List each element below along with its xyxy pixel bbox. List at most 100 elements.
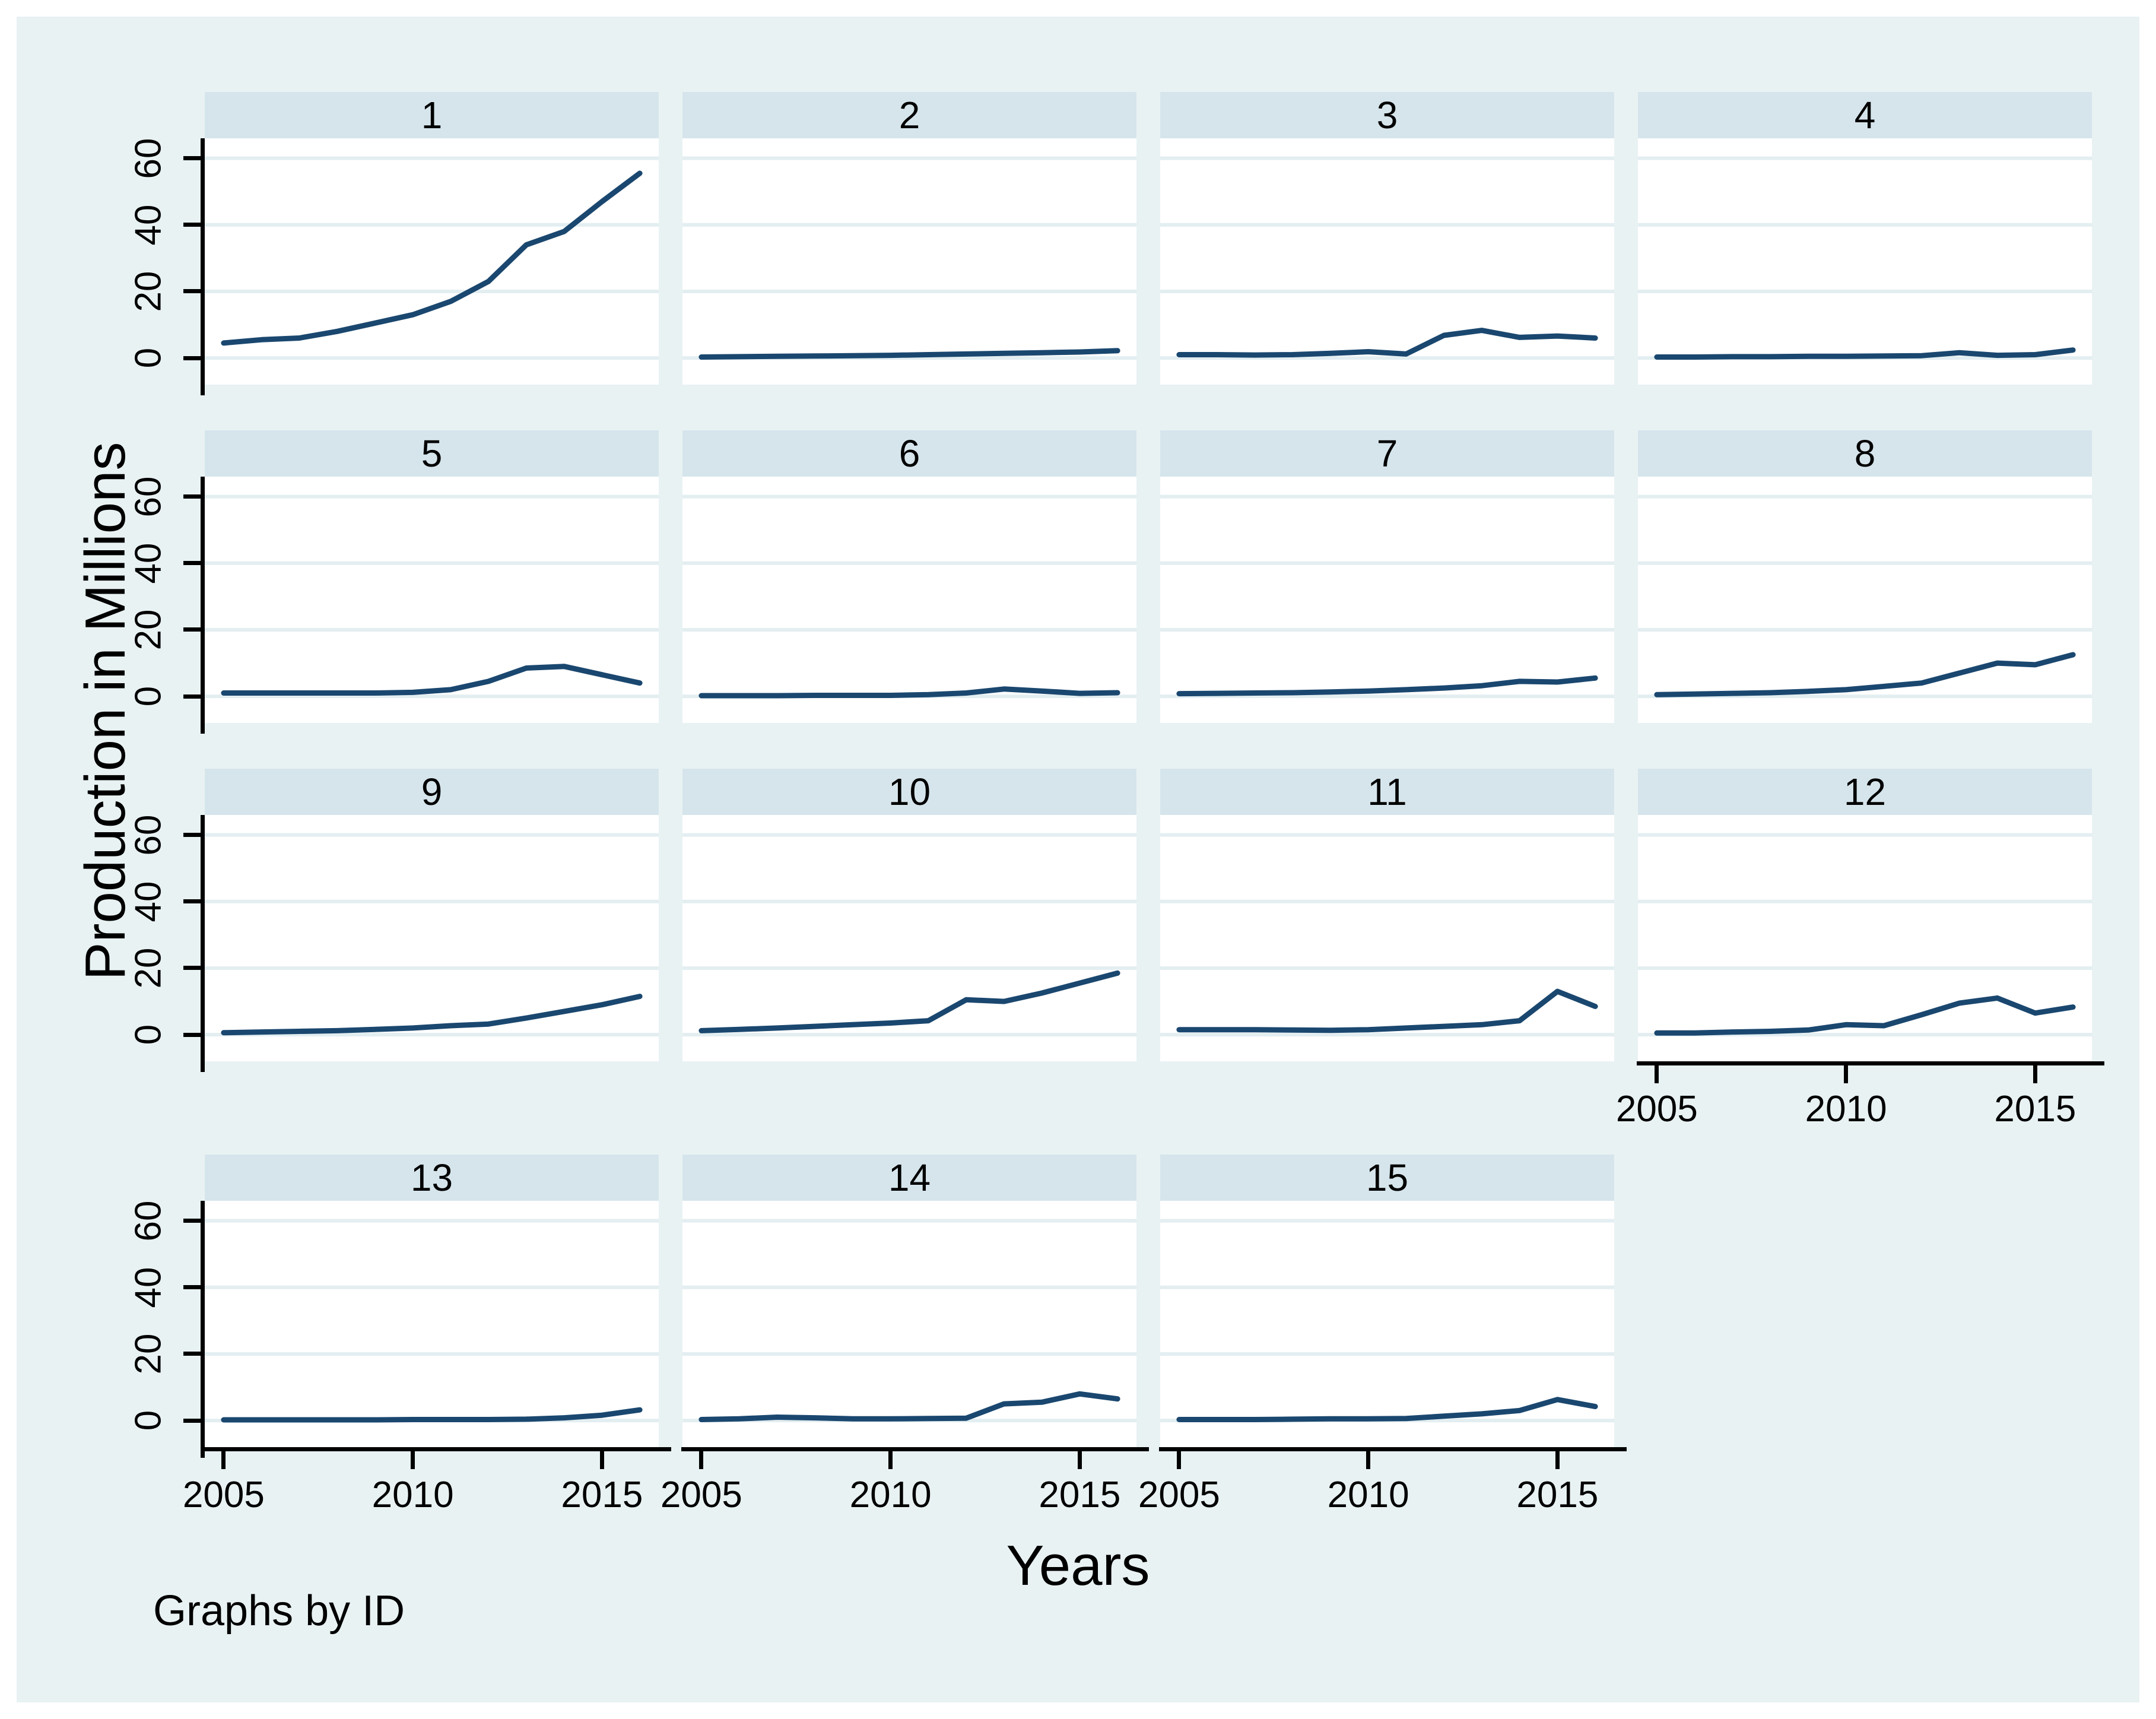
x-axis-spine — [1159, 1447, 1627, 1451]
plot-area — [682, 477, 1136, 723]
y-tick-label-20: 20 — [128, 609, 169, 651]
x-tick-2005 — [1655, 1065, 1659, 1083]
y-tick-60 — [183, 156, 201, 161]
graph-canvas: Production in Millions Years Graphs by I… — [17, 17, 2139, 1702]
line-chart — [1638, 833, 2092, 1037]
panel-11: 11 — [1160, 769, 1614, 1061]
line-chart — [205, 1219, 659, 1423]
panel-12: 12 2005 2010 2015 — [1616, 769, 2104, 1130]
x-tick-2010 — [1844, 1065, 1849, 1083]
panel-header: 14 — [682, 1155, 1136, 1201]
plot-area: 2005 2010 2015 — [1138, 1201, 1627, 1515]
panel-1: 1 0 20 40 60 — [128, 92, 659, 395]
y-tick-label-40: 40 — [128, 1267, 169, 1308]
y-tick-label-60: 60 — [128, 1200, 169, 1242]
series-line-1 — [221, 170, 643, 346]
line-chart — [205, 156, 659, 360]
panel-header: 3 — [1160, 92, 1614, 138]
x-axis-title: Years — [1006, 1534, 1150, 1597]
y-tick-label-0: 0 — [128, 1410, 169, 1431]
x-tick-2015 — [1077, 1451, 1082, 1469]
plot-area: 0 20 40 60 — [128, 476, 659, 734]
y-tick-20 — [183, 1352, 201, 1356]
panel-9: 9 0 20 40 60 — [128, 769, 659, 1072]
y-tick-label-20: 20 — [128, 271, 169, 312]
x-tick-2010 — [888, 1451, 893, 1469]
y-tick-label-20: 20 — [128, 947, 169, 989]
plot-area: 2005 2010 2015 — [661, 1201, 1149, 1515]
y-tick-20 — [183, 627, 201, 632]
x-axis-spine — [1637, 1061, 2104, 1065]
x-tick-label-2010: 2010 — [371, 1474, 454, 1515]
x-tick-2005 — [1177, 1451, 1182, 1469]
y-tick-20 — [183, 289, 201, 294]
y-tick-20 — [183, 966, 201, 970]
plot-area — [1160, 477, 1614, 723]
y-tick-40 — [183, 561, 201, 566]
y-tick-0 — [183, 694, 201, 699]
series-line-9 — [221, 994, 643, 1036]
panel-header: 1 — [205, 92, 659, 138]
y-tick-60 — [183, 494, 201, 499]
panel-header: 10 — [682, 769, 1136, 815]
y-tick-label-60: 60 — [128, 814, 169, 856]
x-tick-label-2015: 2015 — [1039, 1474, 1121, 1515]
series-line-6 — [698, 686, 1120, 699]
plot-area — [1160, 815, 1614, 1061]
line-chart — [1160, 833, 1614, 1037]
line-chart — [682, 156, 1136, 360]
x-tick-label-2005: 2005 — [182, 1474, 265, 1515]
panel-5: 5 0 20 40 60 — [128, 430, 659, 734]
line-chart — [1160, 156, 1614, 360]
panel-header: 15 — [1160, 1155, 1614, 1201]
panel-header: 4 — [1638, 92, 2092, 138]
panel-header: 12 — [1638, 769, 2092, 815]
series-line-10 — [698, 970, 1120, 1033]
y-axis-spine — [201, 1201, 205, 1458]
y-tick-40 — [183, 899, 201, 904]
y-tick-label-20: 20 — [128, 1333, 169, 1375]
x-tick-label-2005: 2005 — [660, 1474, 742, 1515]
panel-header: 2 — [682, 92, 1136, 138]
y-tick-label-60: 60 — [128, 138, 169, 179]
y-tick-label-60: 60 — [128, 476, 169, 518]
y-tick-label-40: 40 — [128, 881, 169, 922]
x-tick-label-2015: 2015 — [1994, 1089, 2076, 1130]
line-chart — [1160, 1219, 1614, 1423]
plot-area: 2005 2010 2015 — [1616, 815, 2104, 1130]
x-tick-2010 — [1366, 1451, 1371, 1469]
panel-header: 11 — [1160, 769, 1614, 815]
y-tick-0 — [183, 1418, 201, 1423]
panel-15: 15 2005 2010 2015 — [1138, 1155, 1627, 1515]
line-chart — [205, 494, 659, 699]
plot-area — [682, 815, 1136, 1061]
y-tick-40 — [183, 1285, 201, 1290]
x-axis-spine — [681, 1447, 1149, 1451]
panel-header: 6 — [682, 430, 1136, 477]
panel-13: 13 0 20 40 60 2005 2010 2015 — [128, 1155, 671, 1515]
series-line-3 — [1176, 328, 1598, 358]
line-chart — [1160, 494, 1614, 699]
plot-area: 0 20 40 60 — [128, 814, 659, 1072]
series-line-5 — [221, 664, 643, 696]
panel-header: 13 — [205, 1155, 659, 1201]
panel-6: 6 — [682, 430, 1136, 723]
panel-7: 7 — [1160, 430, 1614, 723]
line-chart — [1638, 156, 2092, 360]
plot-area: 0 20 40 60 2005 2010 2015 — [128, 1200, 671, 1515]
series-line-13 — [221, 1407, 643, 1423]
x-tick-2015 — [1555, 1451, 1560, 1469]
x-tick-label-2010: 2010 — [1327, 1474, 1409, 1515]
panel-4: 4 — [1638, 92, 2092, 385]
y-axis-spine — [201, 138, 205, 395]
y-tick-label-40: 40 — [128, 204, 169, 246]
y-tick-label-40: 40 — [128, 543, 169, 584]
y-tick-60 — [183, 1219, 201, 1223]
series-line-7 — [1176, 675, 1598, 697]
x-tick-label-2005: 2005 — [1138, 1474, 1220, 1515]
line-chart — [205, 833, 659, 1037]
panel-header: 5 — [205, 430, 659, 477]
panel-14: 14 2005 2010 2015 — [661, 1155, 1149, 1515]
y-tick-0 — [183, 356, 201, 360]
x-tick-label-2015: 2015 — [1516, 1474, 1599, 1515]
